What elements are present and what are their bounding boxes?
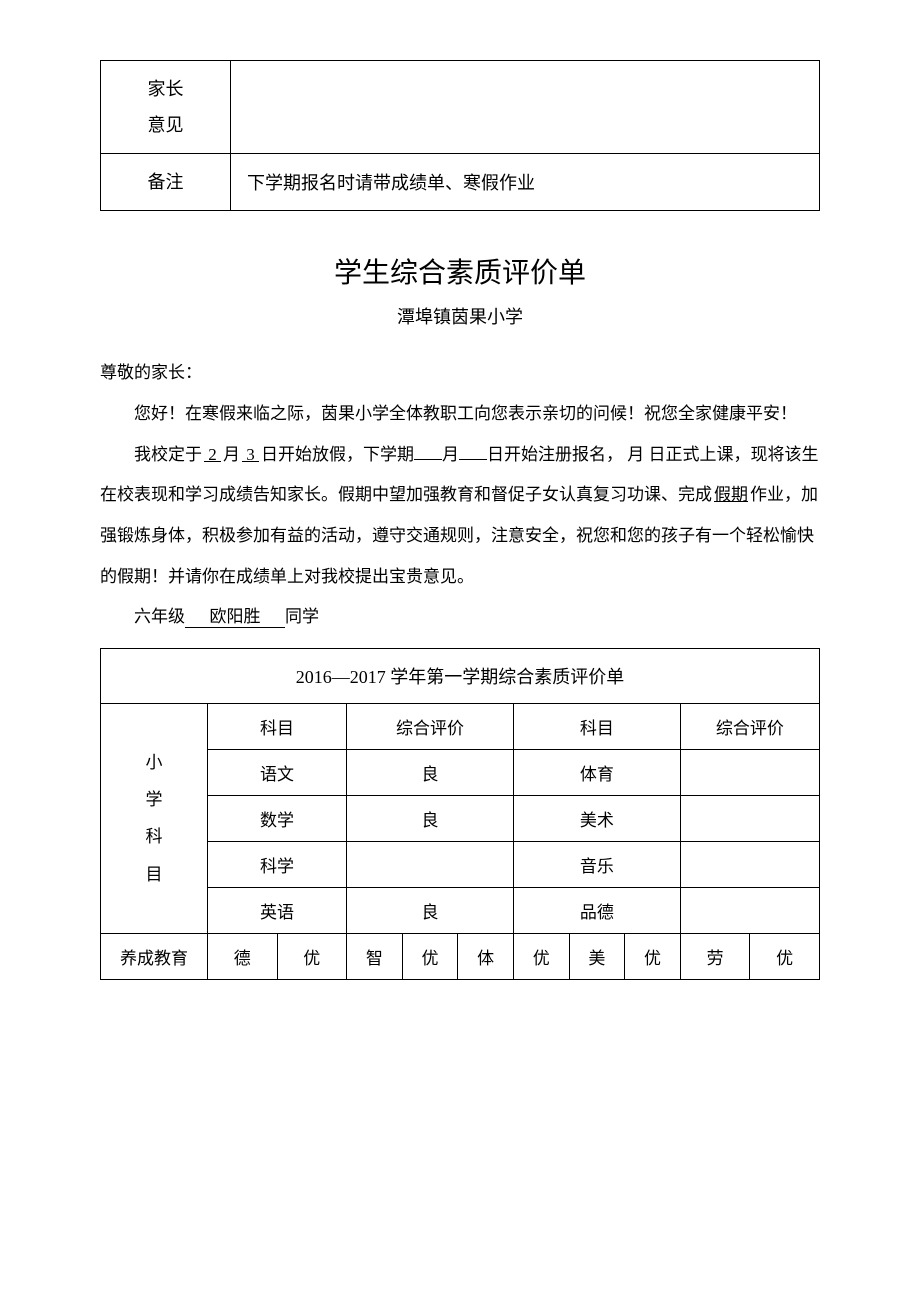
student-line: 六年级欧阳胜同学 — [100, 602, 820, 628]
grade-cell — [347, 841, 514, 887]
habit-label: 养成教育 — [101, 933, 208, 979]
vacation-start-day: 3 — [240, 445, 261, 464]
subject-cell: 体育 — [513, 749, 680, 795]
grade-cell — [680, 841, 819, 887]
remark-label: 备注 — [101, 154, 231, 211]
grade-cell: 良 — [347, 887, 514, 933]
col-header-eval-2: 综合评价 — [680, 703, 819, 749]
page-title: 学生综合素质评价单 — [100, 251, 820, 291]
remark-value: 下学期报名时请带成绩单、寒假作业 — [231, 154, 820, 211]
subject-row: 英语 良 品德 — [101, 887, 820, 933]
school-name: 潭埠镇茵果小学 — [100, 303, 820, 329]
subject-cell: 美术 — [513, 795, 680, 841]
top-remarks-table: 家长 意见 备注 下学期报名时请带成绩单、寒假作业 — [100, 60, 820, 211]
habit-cell: 优 — [402, 933, 458, 979]
habit-cell: 优 — [625, 933, 681, 979]
habit-cell: 优 — [277, 933, 347, 979]
letter-body: 尊敬的家长： 您好！在寒假来临之际，茵果小学全体教职工向您表示亲切的问候！祝您全… — [100, 353, 820, 598]
grade-cell — [680, 749, 819, 795]
col-header-subject-1: 科目 — [207, 703, 346, 749]
student-suffix: 同学 — [285, 607, 319, 626]
habit-row: 养成教育 德 优 智 优 体 优 美 优 劳 优 — [101, 933, 820, 979]
parent-opinion-label-line2: 意见 — [148, 115, 184, 135]
parent-opinion-value — [231, 61, 820, 154]
subject-cell: 数学 — [207, 795, 346, 841]
grade-cell: 良 — [347, 795, 514, 841]
subject-cell: 英语 — [207, 887, 346, 933]
subject-cell: 音乐 — [513, 841, 680, 887]
greeting-line: 尊敬的家长： — [100, 353, 820, 394]
subjects-vertical-label: 小 学 科 目 — [101, 703, 208, 933]
subject-cell: 品德 — [513, 887, 680, 933]
subject-cell: 科学 — [207, 841, 346, 887]
habit-cell: 优 — [513, 933, 569, 979]
subject-cell: 语文 — [207, 749, 346, 795]
subject-row: 科学 音乐 — [101, 841, 820, 887]
register-month-blank — [414, 459, 442, 460]
evaluation-table: 2016—2017 学年第一学期综合素质评价单 小 学 科 目 科目 综合评价 … — [100, 648, 820, 980]
student-name: 欧阳胜 — [185, 602, 285, 628]
vacation-start-month: 2 — [202, 445, 223, 464]
habit-cell: 体 — [458, 933, 514, 979]
grade-label: 六年级 — [134, 607, 185, 626]
habit-cell: 德 — [207, 933, 277, 979]
holiday-word: 假期 — [712, 485, 750, 504]
register-day-blank — [459, 459, 487, 460]
grade-cell: 良 — [347, 749, 514, 795]
subject-row: 语文 良 体育 — [101, 749, 820, 795]
paragraph-1: 您好！在寒假来临之际，茵果小学全体教职工向您表示亲切的问候！祝您全家健康平安！ — [100, 394, 820, 435]
col-header-eval-1: 综合评价 — [347, 703, 514, 749]
subject-row: 数学 良 美术 — [101, 795, 820, 841]
parent-opinion-label-line1: 家长 — [148, 79, 184, 99]
eval-table-title: 2016—2017 学年第一学期综合素质评价单 — [101, 648, 820, 703]
parent-opinion-label: 家长 意见 — [101, 61, 231, 154]
col-header-subject-2: 科目 — [513, 703, 680, 749]
habit-cell: 美 — [569, 933, 625, 979]
grade-cell — [680, 795, 819, 841]
habit-cell: 智 — [347, 933, 403, 979]
habit-cell: 优 — [750, 933, 820, 979]
paragraph-2: 我校定于 2 月 3 日开始放假，下学期月日开始注册报名， 月 日正式上课，现将… — [100, 435, 820, 598]
habit-cell: 劳 — [680, 933, 750, 979]
grade-cell — [680, 887, 819, 933]
